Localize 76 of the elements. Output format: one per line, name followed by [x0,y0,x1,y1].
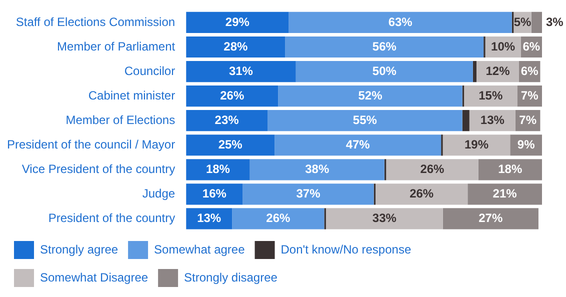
y-tick-label: President of the council / Mayor [6,137,176,152]
data-label: 6% [520,64,539,78]
y-tick-label: Judge [142,186,176,201]
data-label: 56% [372,39,397,54]
data-label: 13% [480,112,505,127]
data-label: 26% [410,186,434,201]
bar [376,184,468,205]
data-label: 52% [358,88,383,102]
bar [242,184,374,205]
bar [268,110,462,132]
bar [232,208,324,230]
bar [326,208,443,230]
data-label: 33% [372,211,397,226]
data-label: 5% [514,14,532,29]
legend-label: Somewhat Disagree [40,270,148,284]
data-label: 9% [517,137,536,152]
bar [186,86,278,107]
data-label: 63% [388,14,413,29]
legend-label: Somewhat agree [154,242,246,256]
data-label: 26% [266,211,290,226]
data-label: 18% [498,162,522,176]
legend-label: Strongly agree [40,242,118,256]
legend-label: Strongly disagree [184,270,278,284]
bar [186,110,268,132]
bar [186,134,275,156]
y-tick-label: Vice President of the country [22,162,176,176]
bar [472,60,476,82]
data-label: 13% [197,211,222,226]
data-label: 12% [486,64,510,78]
data-label: 25% [218,137,243,152]
bar [278,86,462,107]
y-tick-label: President of the country [48,211,176,226]
data-label: 16% [202,186,227,201]
bar [386,159,478,180]
bar [186,159,250,180]
y-tick-label: Member of Elections [66,112,176,127]
data-label: 18% [206,162,230,176]
y-tick-label: Staff of Elections Commission [16,14,176,29]
y-tick-label: Councilor [124,64,176,78]
bar [478,159,542,180]
data-label: 31% [228,64,254,78]
data-label: 28% [224,39,248,54]
bar [186,12,289,34]
bar [285,36,484,58]
data-label: 26% [220,88,244,102]
data-label: 27% [478,211,503,226]
data-label: 38% [305,162,330,176]
data-label: 37% [296,186,321,201]
data-label: 19% [464,137,489,152]
bar [462,110,470,132]
data-label: 47% [346,137,370,152]
data-label: 26% [420,162,445,176]
data-label: 29% [225,14,250,29]
bar [186,60,296,82]
data-label: 3% [546,14,564,29]
data-label: 10% [491,39,516,54]
y-tick-label: Member of Parliament [57,39,176,54]
bar [531,12,542,34]
data-label: 50% [372,64,397,78]
data-label: 15% [478,88,503,102]
y-tick-label: Cabinet minister [88,88,176,102]
bar [186,36,286,58]
bar [442,208,538,230]
data-label: 6% [522,39,540,54]
data-label: 55% [352,112,378,127]
data-label: 23% [214,112,240,127]
legend-label: Don't know/No response [280,242,412,256]
bar [296,60,473,82]
data-label: 21% [492,186,518,201]
bar [250,159,384,180]
bar [442,134,510,156]
bar [274,134,442,156]
bar [288,12,512,34]
data-label: 7% [520,88,539,102]
bar [468,184,542,205]
data-label: 7% [519,112,537,127]
